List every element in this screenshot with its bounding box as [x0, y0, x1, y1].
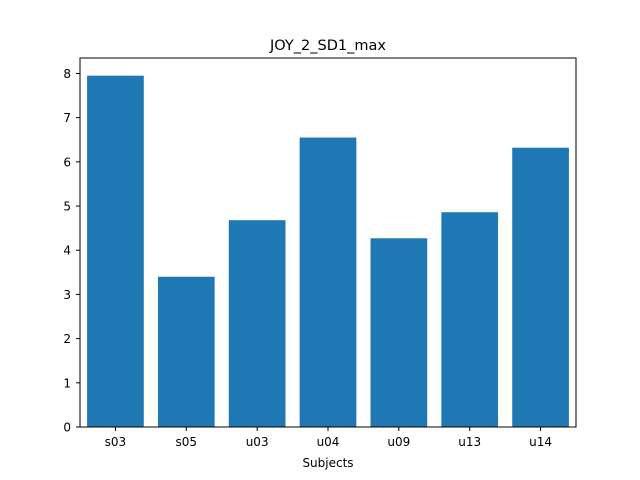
- bar-s05: [157, 276, 215, 427]
- y-tick-label-8: 8: [63, 67, 71, 81]
- y-axis-ticks: 0 1 2 3 4 5 6 7 8: [63, 67, 80, 435]
- x-tick-label-u13: u13: [458, 435, 481, 449]
- bar-u13: [441, 212, 499, 427]
- bars-group: [87, 75, 569, 428]
- chart-title: JOY_2_SD1_max: [269, 38, 386, 54]
- x-tick-label-s05: s05: [176, 435, 198, 449]
- y-tick-label-5: 5: [63, 200, 71, 214]
- bar-u03: [228, 220, 286, 427]
- plot-frame: [79, 57, 577, 428]
- y-tick-label-7: 7: [63, 111, 71, 125]
- bar-u14: [512, 147, 569, 427]
- bar-s03: [87, 75, 144, 428]
- x-tick-label-u14: u14: [529, 435, 552, 449]
- x-tick-label-u03: u03: [246, 435, 269, 449]
- x-axis-ticks: s03 s05 u03 u04 u09 u13 u14: [105, 427, 552, 449]
- x-tick-label-u04: u04: [317, 435, 340, 449]
- y-tick-label-6: 6: [63, 155, 71, 169]
- bar-u09: [370, 238, 428, 427]
- x-tick-label-u09: u09: [387, 435, 410, 449]
- x-axis-label: Subjects: [302, 456, 353, 470]
- bar-u04: [299, 137, 357, 428]
- y-tick-label-1: 1: [63, 376, 71, 390]
- y-tick-label-2: 2: [63, 332, 71, 346]
- y-tick-label-0: 0: [63, 421, 71, 435]
- y-tick-label-4: 4: [63, 244, 71, 258]
- x-tick-label-s03: s03: [105, 435, 127, 449]
- y-tick-label-3: 3: [63, 288, 71, 302]
